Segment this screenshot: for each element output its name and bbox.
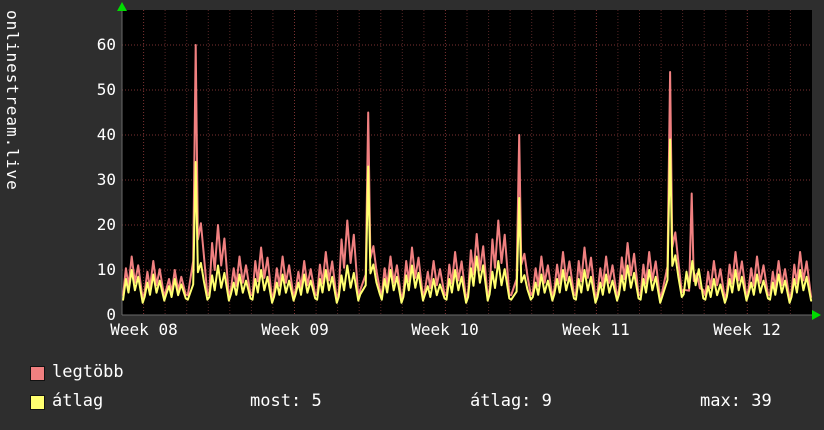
y-axis-label: 20	[96, 215, 116, 234]
legend-swatch-atlag	[30, 395, 45, 410]
y-axis-label: 10	[96, 260, 116, 279]
y-axis-label: 60	[96, 35, 116, 54]
x-axis-label: Week 09	[261, 320, 329, 339]
stat-atlag: átlag: 9	[470, 391, 552, 411]
stat-max: max: 39	[700, 391, 772, 411]
x-axis-label: Week 12	[713, 320, 781, 339]
y-axis-label: 40	[96, 125, 116, 144]
stat-most: most: 5	[250, 391, 322, 411]
x-axis-label: Week 08	[110, 320, 178, 339]
x-axis-label: Week 10	[411, 320, 479, 339]
chart-vertical-title: onlinestream.live	[3, 10, 22, 191]
y-axis-label: 30	[96, 170, 116, 189]
legend-label-legtobb: legtöbb	[52, 362, 124, 382]
y-axis-label: 50	[96, 80, 116, 99]
y-axis-label: 0	[106, 305, 116, 324]
legend-swatch-legtobb	[30, 366, 45, 381]
legend-label-atlag: átlag	[52, 391, 104, 411]
x-axis-label: Week 11	[562, 320, 630, 339]
